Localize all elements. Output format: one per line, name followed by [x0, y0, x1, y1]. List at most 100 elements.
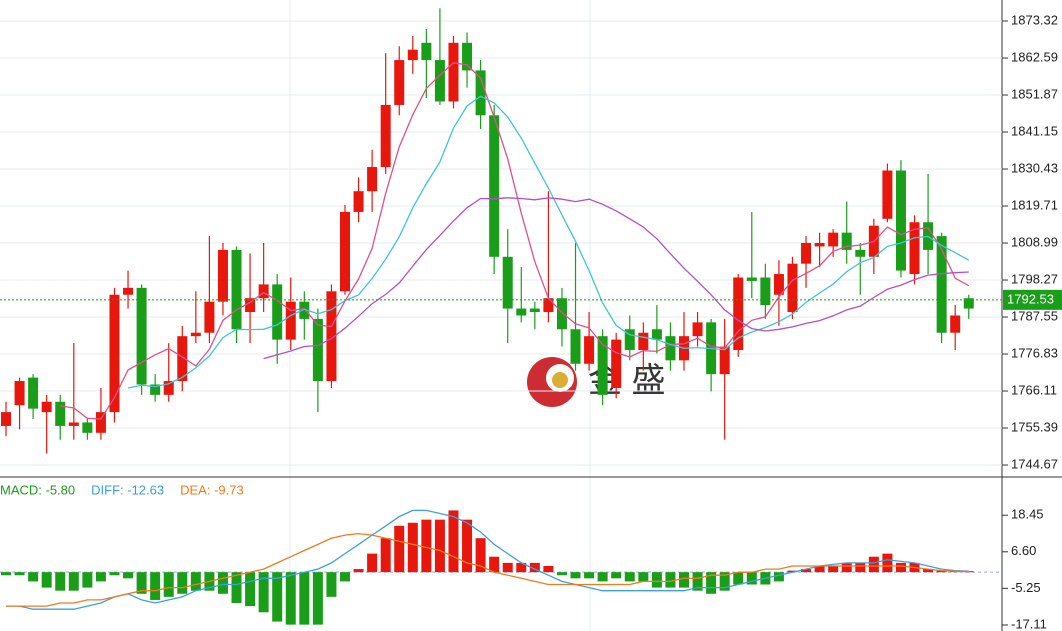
y-tick-label: 1808.99 — [1011, 234, 1058, 249]
candle-body — [204, 301, 215, 333]
macd-bar — [543, 565, 554, 573]
macd-bar — [190, 572, 201, 591]
candle-body — [258, 284, 269, 299]
candle-body — [828, 232, 839, 247]
candle-body — [285, 301, 296, 340]
watermark-logo — [552, 372, 568, 388]
macd-bar — [814, 565, 825, 573]
macd-bar — [299, 572, 310, 625]
line-series — [263, 197, 969, 360]
candle-body — [556, 298, 567, 330]
macd-bar — [584, 572, 595, 579]
candle-body — [611, 339, 622, 388]
candle-body — [394, 60, 405, 105]
macd-bar — [231, 572, 242, 604]
y-tick-label: 1744.67 — [1011, 456, 1058, 471]
candle-body — [719, 346, 730, 375]
candle-body — [773, 274, 784, 295]
macd-bar — [421, 519, 432, 573]
macd-bar — [611, 572, 622, 579]
candle-body — [14, 381, 25, 406]
legend-entry: DIFF: -12.63 — [91, 482, 164, 497]
y-tick-label: 6.60 — [1011, 543, 1036, 558]
macd-bar — [177, 572, 188, 594]
macd-bar — [28, 572, 39, 582]
y-tick-label: 1787.55 — [1011, 308, 1058, 323]
candle-body — [841, 232, 852, 250]
y-tick-label: 18.45 — [1011, 507, 1044, 522]
macd-bar — [1, 572, 11, 576]
macd-bar — [407, 522, 418, 573]
y-tick-label: 1776.83 — [1011, 345, 1058, 360]
macd-bar — [597, 572, 608, 582]
macd-bar — [801, 569, 812, 573]
macd-bar — [82, 572, 93, 588]
macd-bar — [895, 562, 906, 573]
macd-bar — [55, 572, 66, 591]
macd-bar — [665, 572, 676, 588]
candle-body — [231, 249, 242, 330]
candle-body — [326, 291, 337, 382]
macd-bar — [312, 572, 323, 625]
line-series — [6, 532, 969, 607]
macd-bar — [380, 538, 391, 573]
candle-body — [909, 222, 920, 275]
candle-body — [82, 422, 93, 433]
macd-bar — [163, 572, 174, 597]
macd-bar — [150, 572, 161, 600]
macd-bar — [367, 553, 378, 573]
macd-bar — [326, 572, 337, 597]
candle-body — [41, 401, 52, 413]
candle-body — [434, 60, 445, 102]
y-tick-label: 1755.39 — [1011, 419, 1058, 434]
macd-bar — [285, 572, 296, 625]
candle-body — [28, 377, 39, 409]
candle-body — [163, 381, 174, 395]
macd-bar — [123, 572, 134, 579]
macd-bar — [706, 572, 717, 594]
macd-bar — [448, 510, 459, 573]
candle-body — [136, 287, 147, 385]
macd-bar — [828, 565, 839, 573]
y-tick-label: 1862.59 — [1011, 49, 1058, 64]
macd-bar — [14, 572, 25, 576]
y-tick-label: 1851.87 — [1011, 86, 1058, 101]
candle-body — [760, 277, 771, 306]
y-tick-label: 1873.32 — [1011, 12, 1058, 27]
macd-bar — [353, 569, 364, 573]
candle-body — [190, 332, 201, 337]
candle-body — [380, 104, 391, 168]
candle-body — [272, 284, 283, 340]
macd-bar — [773, 572, 784, 582]
candle-body — [1, 412, 11, 426]
candle-body — [543, 298, 554, 313]
candle-body — [787, 263, 798, 313]
macd-bar — [638, 572, 649, 582]
y-tick-label: 1766.11 — [1011, 382, 1057, 397]
macd-bar — [272, 572, 283, 622]
candle-body — [651, 329, 662, 340]
macd-bar — [68, 572, 79, 591]
candle-body — [733, 277, 744, 350]
candle-body — [801, 242, 812, 264]
candle-body — [353, 191, 364, 212]
macd-bar — [855, 562, 866, 573]
macd-bar — [651, 572, 662, 588]
macd-bar — [733, 572, 744, 585]
y-tick-label: 1830.43 — [1011, 160, 1058, 175]
candle-body — [340, 211, 350, 292]
macd-bar — [923, 569, 934, 573]
candle-body — [855, 249, 866, 257]
candle-body — [502, 256, 513, 309]
macd-bar — [41, 572, 52, 588]
candle-body — [177, 336, 188, 382]
candle-body — [746, 277, 757, 281]
candle-body — [312, 318, 323, 382]
candle-body — [448, 42, 459, 102]
macd-bar — [95, 572, 106, 582]
macd-bar — [746, 572, 757, 585]
candle-body — [489, 115, 500, 257]
candle-body — [814, 242, 825, 247]
macd-bar — [489, 556, 500, 573]
